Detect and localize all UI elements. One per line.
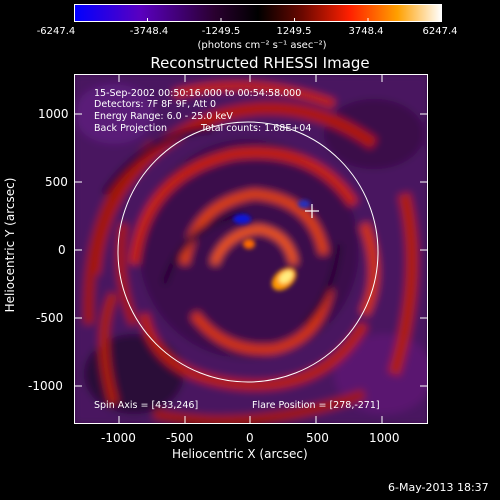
time-range-text: 15-Sep-2002 00:50:16.000 to 00:54:58.000 xyxy=(94,88,302,99)
rhessi-image xyxy=(74,74,428,424)
method-text: Back Projection xyxy=(94,123,168,134)
image-texture xyxy=(74,74,428,424)
y-axis-label: Heliocentric Y (arcsec) xyxy=(3,177,17,313)
colorbar-units: (photons cm⁻² s⁻¹ asec⁻²) xyxy=(197,40,327,51)
y-axis-ticks xyxy=(74,113,428,387)
colorbar-tick: -3748.4 xyxy=(129,26,169,37)
solar-limb-circle xyxy=(117,121,379,383)
colorbar-tick: 3748.4 xyxy=(348,26,384,37)
image-title: Reconstructed RHESSI Image xyxy=(150,54,370,72)
y-tick-label: -500 xyxy=(36,311,64,325)
flare-position-text: Flare Position = [278,-271] xyxy=(252,400,380,411)
detectors-text: Detectors: 7F 8F 9F, Att 0 xyxy=(94,99,217,110)
x-tick-label: 1000 xyxy=(369,431,400,445)
spin-axis-text: Spin Axis = [433,246] xyxy=(94,400,199,411)
spin-axis-marker xyxy=(305,204,319,218)
x-tick-label: 0 xyxy=(246,431,254,445)
colorbar-tick: 1249.5 xyxy=(276,26,312,37)
creation-date: 6-May-2013 18:37 xyxy=(388,481,489,494)
y-tick-label: -1000 xyxy=(28,379,63,393)
total-counts-text: Total counts: 1.68E+04 xyxy=(201,123,312,134)
energy-range-text: Energy Range: 6.0 - 25.0 keV xyxy=(94,111,233,122)
colorbar-tick: -1249.5 xyxy=(201,26,241,37)
colorbar-tick: -6247.4 xyxy=(36,26,76,37)
colorbar-tick: 6247.4 xyxy=(422,26,458,37)
x-axis-ticks xyxy=(118,74,383,424)
y-tick-label: 500 xyxy=(45,175,68,189)
colorbar xyxy=(74,4,442,22)
x-axis-label: Heliocentric X (arcsec) xyxy=(172,447,308,461)
y-tick-label: 1000 xyxy=(38,107,69,121)
flare-source xyxy=(233,200,310,291)
x-tick-label: 500 xyxy=(306,431,329,445)
x-tick-label: -500 xyxy=(166,431,194,445)
plot-frame xyxy=(74,74,428,424)
x-tick-label: -1000 xyxy=(101,431,136,445)
y-tick-label: 0 xyxy=(58,243,66,257)
